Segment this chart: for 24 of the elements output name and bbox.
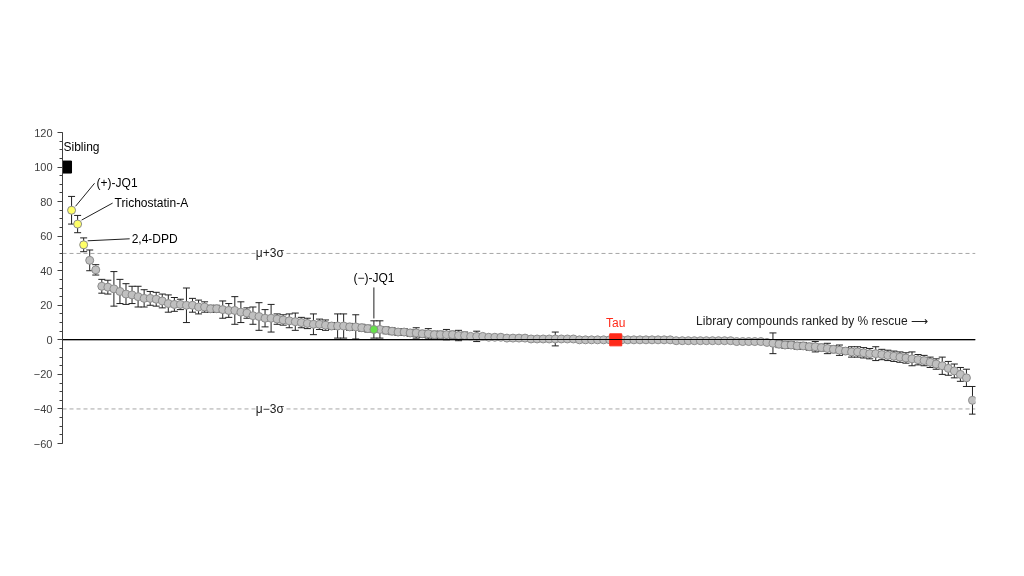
y-tick-label: 40 (40, 264, 53, 277)
text: 2,4-DPD (131, 231, 179, 246)
y-tick-label: −20 (33, 368, 53, 381)
text: (+)-JQ1 (96, 176, 138, 191)
y-tick-label: −40 (33, 402, 53, 415)
y-tick-label: 60 (40, 230, 53, 243)
point (73, 219, 83, 229)
y-tick-label: −60 (33, 437, 53, 450)
point (67, 205, 77, 215)
text: Trichostatin-A (114, 196, 189, 211)
series-label: Sibling (63, 140, 100, 155)
ref-line-label: μ+3σ (255, 246, 285, 261)
text: (−)-JQ1 (353, 271, 395, 286)
series-label: Tau (606, 315, 626, 330)
y-tick-label: 120 (34, 126, 53, 139)
point (609, 333, 623, 347)
point (62, 160, 73, 174)
y-tick-label: 0 (46, 333, 53, 346)
ref-line-label: μ−3σ (255, 401, 285, 416)
y-tick-label: 100 (34, 161, 53, 174)
y-tick-label: 20 (40, 299, 53, 312)
annotation: Library compounds ranked by % rescue ⟶ (696, 313, 928, 328)
y-tick-label: 80 (40, 195, 53, 208)
point (369, 324, 379, 334)
